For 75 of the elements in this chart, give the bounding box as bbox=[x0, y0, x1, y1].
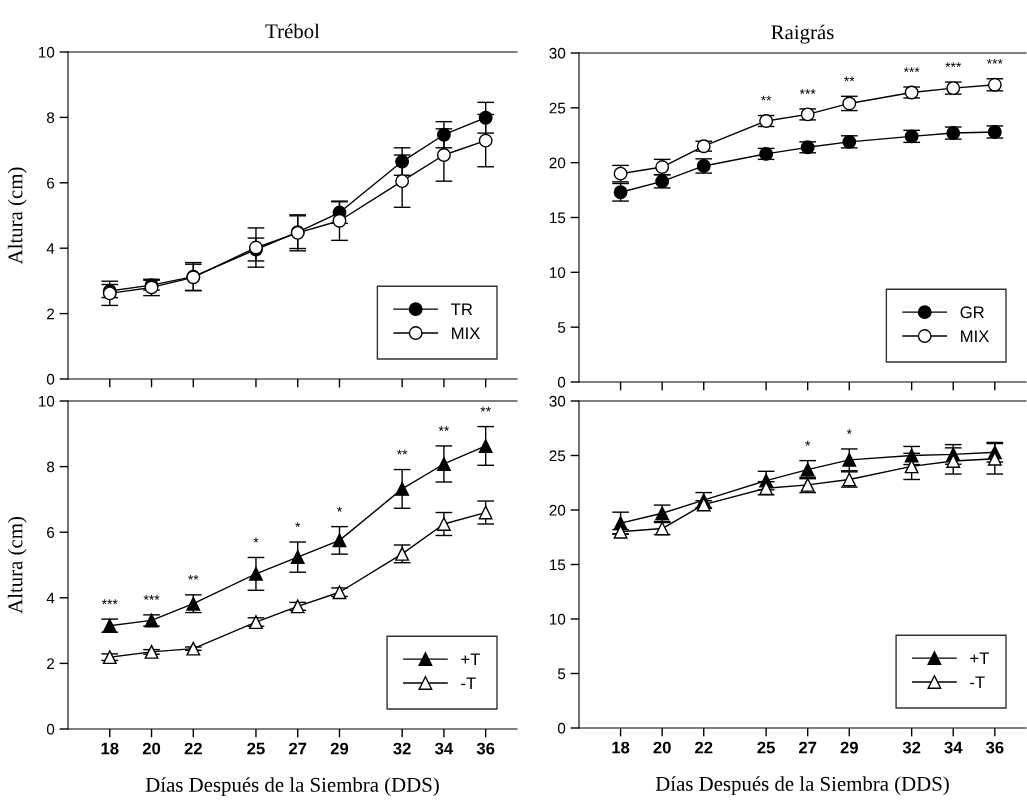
y-axis-title: Altura (cm) bbox=[7, 517, 27, 614]
y-tick-label: 20 bbox=[549, 157, 566, 169]
legend-label: GR bbox=[960, 306, 984, 319]
annotation: ** bbox=[844, 76, 855, 82]
y-tick-label: 2 bbox=[47, 308, 55, 320]
annotation: *** bbox=[799, 89, 816, 94]
x-tick-label: 18 bbox=[101, 742, 119, 755]
x-tick-label: 20 bbox=[653, 741, 671, 754]
y-tick-label: 0 bbox=[557, 722, 566, 734]
y-tick-label: 8 bbox=[46, 112, 55, 124]
x-tick-label: 29 bbox=[840, 741, 858, 754]
x-axis-title: Días Después de la Siembra (DDS) bbox=[655, 776, 949, 796]
x-tick-label: 18 bbox=[612, 741, 630, 754]
y-tick-label: 5 bbox=[557, 668, 566, 680]
legend-label: MIX bbox=[452, 327, 480, 339]
y-tick-label: 0 bbox=[46, 723, 55, 735]
y-tick-label: 20 bbox=[549, 504, 566, 516]
annotation: * bbox=[295, 522, 301, 528]
x-tick-label: 27 bbox=[289, 742, 307, 755]
chart-title: Trébol bbox=[265, 23, 320, 39]
x-axis-title: Días Después de la Siembra (DDS) bbox=[145, 777, 439, 797]
y-tick-label: 30 bbox=[549, 47, 566, 59]
annotation: *** bbox=[143, 595, 160, 600]
x-tick-label: 20 bbox=[142, 742, 161, 755]
annotation: ** bbox=[438, 426, 450, 431]
annotation: * bbox=[805, 440, 811, 446]
legend-label: +T bbox=[970, 652, 989, 665]
y-tick-label: 6 bbox=[47, 177, 55, 189]
x-tick-label: 34 bbox=[435, 742, 454, 755]
x-tick-label: 36 bbox=[985, 741, 1004, 754]
x-tick-label: 27 bbox=[799, 741, 817, 754]
y-tick-label: 6 bbox=[47, 527, 55, 538]
x-tick-label: 25 bbox=[757, 741, 775, 754]
y-tick-label: 4 bbox=[46, 592, 55, 604]
annotation: * bbox=[253, 537, 259, 543]
annotation: *** bbox=[945, 62, 962, 68]
x-tick-label: 29 bbox=[330, 742, 349, 755]
annotation: *** bbox=[986, 58, 1003, 64]
legend-label: TR bbox=[451, 303, 473, 316]
annotation: ** bbox=[760, 95, 772, 101]
x-tick-label: 22 bbox=[695, 741, 713, 754]
y-tick-label: 25 bbox=[549, 450, 566, 462]
x-tick-label: 32 bbox=[393, 742, 411, 755]
y-tick-label: 15 bbox=[549, 559, 566, 571]
x-tick-label: 34 bbox=[944, 741, 963, 754]
legend-label: -T bbox=[461, 677, 476, 689]
legend-label: +T bbox=[461, 653, 480, 666]
chart-title: Raigrás bbox=[771, 24, 834, 44]
y-tick-label: 2 bbox=[47, 658, 55, 669]
y-tick-label: 10 bbox=[549, 613, 566, 625]
y-tick-label: 5 bbox=[557, 322, 566, 333]
y-tick-label: 10 bbox=[549, 267, 566, 279]
legend-label: -T bbox=[970, 676, 985, 688]
annotation: ** bbox=[396, 449, 408, 455]
annotation: * bbox=[846, 429, 852, 434]
y-tick-label: 0 bbox=[557, 376, 566, 388]
annotation: ** bbox=[480, 406, 491, 412]
y-tick-label: 10 bbox=[38, 46, 55, 58]
annotation: ** bbox=[188, 575, 199, 580]
y-tick-label: 8 bbox=[46, 461, 55, 473]
x-tick-label: 22 bbox=[184, 742, 202, 755]
y-tick-label: 30 bbox=[549, 395, 566, 407]
y-tick-label: 10 bbox=[38, 395, 55, 407]
annotation: *** bbox=[101, 599, 118, 605]
annotation: * bbox=[337, 506, 342, 512]
x-tick-label: 25 bbox=[247, 742, 265, 755]
x-tick-label: 32 bbox=[902, 741, 921, 754]
y-tick-label: 0 bbox=[46, 373, 55, 385]
y-tick-label: 15 bbox=[549, 212, 566, 224]
y-axis-title: Altura (cm) bbox=[7, 167, 27, 265]
x-tick-label: 36 bbox=[476, 742, 495, 755]
y-tick-label: 4 bbox=[46, 243, 55, 254]
annotation: *** bbox=[903, 67, 920, 73]
legend-label: MIX bbox=[961, 330, 989, 342]
y-tick-label: 25 bbox=[549, 102, 566, 114]
